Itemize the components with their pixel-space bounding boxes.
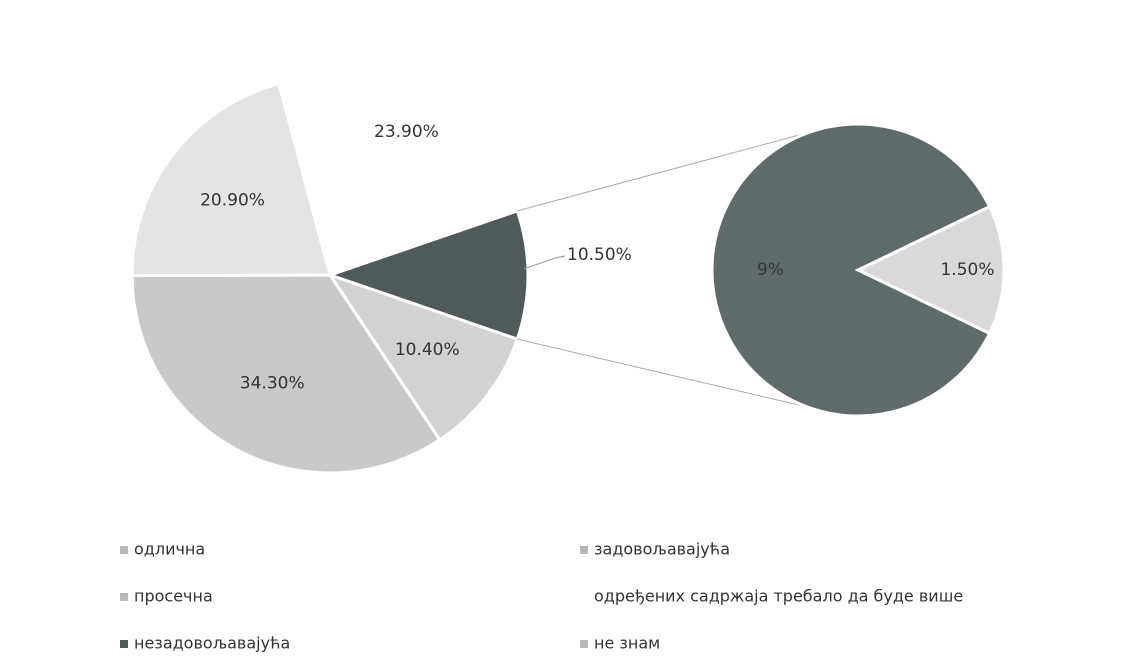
legend-label: одређених садржаја требало да буде више	[594, 587, 963, 606]
legend-label: незадовољавајућа	[134, 634, 290, 653]
legend-label: задовољавајућа	[594, 540, 730, 559]
legend-swatch	[120, 640, 128, 648]
connector-line	[517, 133, 804, 212]
data-label: 1.50%	[940, 260, 994, 280]
legend-label: одлична	[134, 540, 205, 559]
legend-swatch	[580, 593, 588, 601]
legend-swatch	[580, 640, 588, 648]
data-label: 9%	[757, 260, 784, 280]
pie-slice	[130, 273, 442, 475]
legend-label: не знам	[594, 634, 660, 653]
pie-slice	[277, 75, 520, 277]
legend-swatch	[120, 546, 128, 554]
leader-line	[523, 255, 566, 270]
legend-label: просечна	[134, 587, 213, 606]
data-label: 34.30%	[240, 373, 305, 393]
data-label: 23.90%	[374, 122, 439, 142]
pie-slice	[710, 122, 992, 418]
data-label: 10.50%	[567, 245, 632, 265]
pie-slice	[326, 272, 520, 442]
data-label: 10.40%	[395, 340, 460, 360]
pie-slice	[130, 81, 332, 278]
data-label: 20.90%	[200, 190, 265, 210]
pie-slice-other	[325, 208, 530, 342]
pie-slice	[854, 204, 1006, 336]
connector-line	[517, 338, 804, 407]
legend-swatch	[580, 546, 588, 554]
legend-swatch	[120, 593, 128, 601]
